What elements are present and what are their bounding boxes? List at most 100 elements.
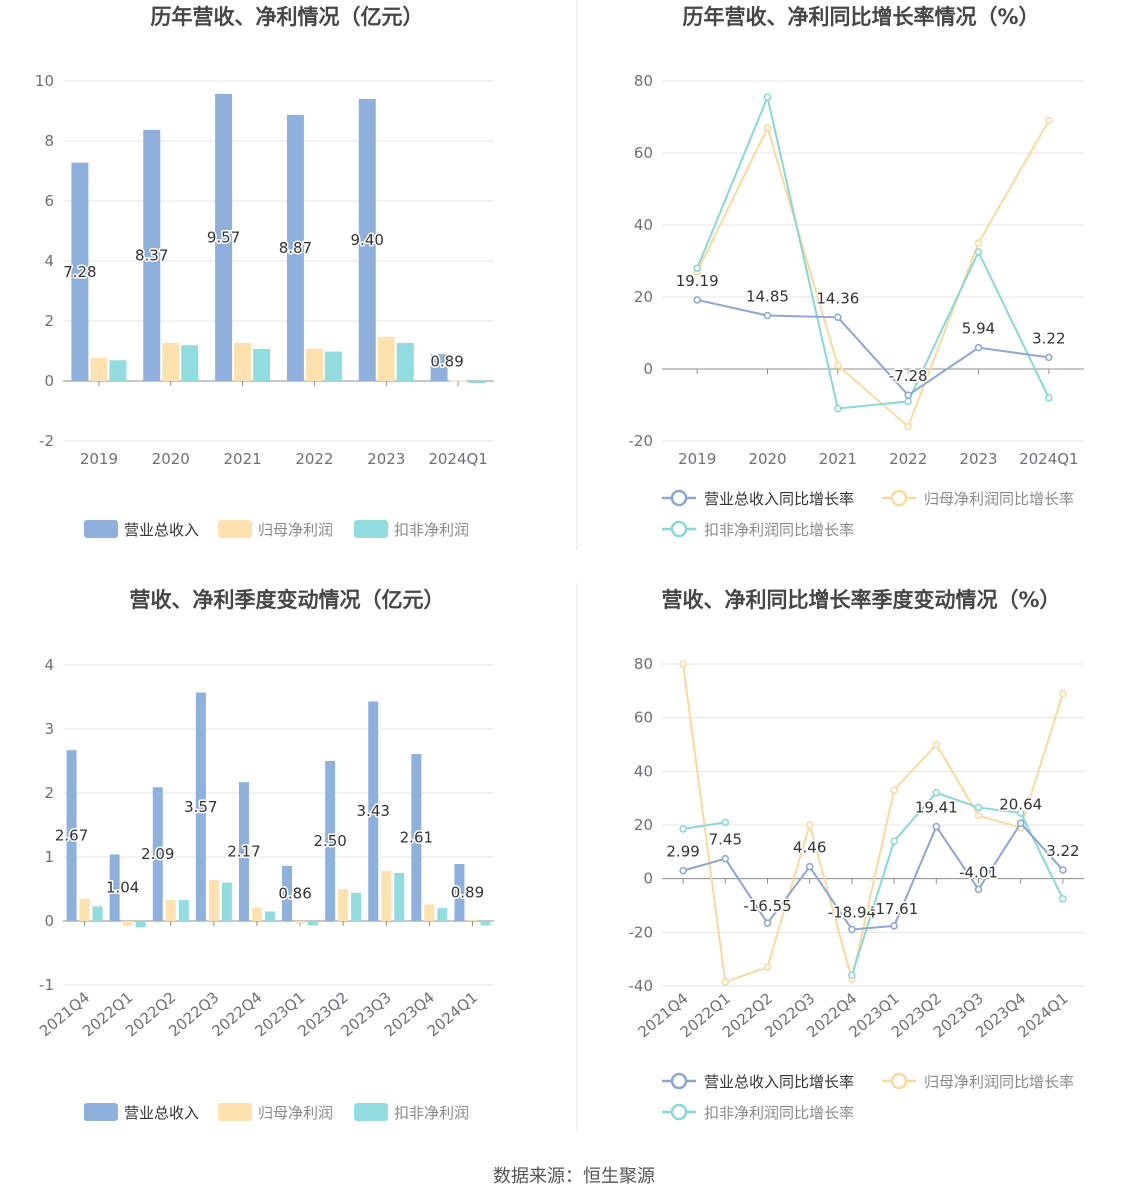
point-revenue_line xyxy=(679,866,687,875)
legend-label: 归母净利润 xyxy=(258,1104,333,1122)
line-data-label: 2.99 xyxy=(666,843,699,861)
bar-deducted_profit xyxy=(437,908,448,921)
point-deducted_line xyxy=(848,971,856,980)
y-tick-label: 2 xyxy=(44,784,54,802)
bar-net_profit xyxy=(424,904,435,921)
legend-marker-revenue_line xyxy=(670,1072,688,1090)
bar-deducted_profit xyxy=(308,921,319,926)
bar-data-label: 0.86 xyxy=(278,884,311,902)
legend-label: 归母净利润同比增长率 xyxy=(924,490,1074,508)
panel-quarterly-growth-rate: 营收、净利同比增长率季度变动情况（%） -40 -20 0 20 40 60 80 2021Q4… xyxy=(574,583,1148,1163)
legend-marker-revenue_line xyxy=(670,489,688,507)
series-line-deducted_line xyxy=(850,791,1064,976)
point-deducted_line xyxy=(679,825,687,833)
bar-deducted_profit xyxy=(253,348,271,381)
legend-marker-deducted_line xyxy=(670,520,688,538)
point-deducted_line xyxy=(932,789,941,797)
x-tick-label: 2021 xyxy=(819,450,857,468)
x-tick-label: 2022 xyxy=(889,450,927,468)
y-tick-label: 10 xyxy=(35,72,54,90)
legend-label: 营业总收入同比增长率 xyxy=(704,490,854,508)
chart-title: 历年营收、净利情况（亿元） xyxy=(151,5,424,29)
bar-net_profit xyxy=(162,342,180,381)
point-deducted_line xyxy=(974,248,983,256)
x-tick-label: 2019 xyxy=(80,450,118,468)
point-net_line xyxy=(805,821,814,829)
y-tick-label: 2 xyxy=(44,312,54,330)
bar-revenue xyxy=(238,782,249,921)
y-tick-label: -20 xyxy=(629,432,654,450)
legend-marker-deducted_line xyxy=(670,1103,688,1121)
bar-revenue xyxy=(286,114,304,382)
point-deducted_line xyxy=(904,397,912,406)
series-line-revenue_line xyxy=(682,821,1064,931)
point-net_line xyxy=(974,811,983,820)
panel-annual-growth-rate: 历年营收、净利同比增长率情况（%） -20 0 20 40 60 80 2019 2020 202… xyxy=(574,0,1148,580)
point-revenue_line xyxy=(1059,866,1067,874)
bar-revenue xyxy=(282,865,293,921)
line-data-label: -16.55 xyxy=(743,897,791,915)
x-tick-label: 2024Q1 xyxy=(428,450,488,468)
chart-title: 营收、净利同比增长率季度变动情况（%） xyxy=(661,588,1060,612)
bar-data-label: 2.50 xyxy=(313,832,346,850)
point-deducted_line xyxy=(1016,809,1025,817)
line-data-label: 19.41 xyxy=(915,799,958,817)
bar-revenue xyxy=(152,787,163,921)
chart-title: 历年营收、净利同比增长率情况（%） xyxy=(682,5,1039,29)
point-net_line xyxy=(721,978,730,986)
bar-deducted_profit xyxy=(468,381,486,384)
bar-net_profit xyxy=(338,889,349,921)
bar-revenue xyxy=(143,129,161,381)
panel-quarterly-revenue-profit: 营收、净利季度变动情况（亿元） -1 0 1 2 3 4 2021Q4 2022Q1 2022Q2… xyxy=(0,583,574,1163)
bar-data-label: 8.87 xyxy=(279,239,312,257)
y-tick-label: 0 xyxy=(44,372,54,390)
line-data-label: -17.61 xyxy=(870,900,918,918)
bar-deducted_profit xyxy=(92,906,103,921)
bar-net_profit xyxy=(79,898,90,921)
point-deducted_line xyxy=(974,803,983,812)
point-net_line xyxy=(890,786,898,794)
y-tick-label: 1 xyxy=(44,848,54,866)
y-tick-label: -2 xyxy=(39,432,54,450)
point-net_line xyxy=(679,660,687,668)
point-deducted_line xyxy=(1059,895,1067,903)
bar-net_profit xyxy=(467,919,478,921)
bar-net_profit xyxy=(208,880,219,921)
bar-revenue xyxy=(411,753,422,921)
series-line-deducted_line xyxy=(696,93,1050,410)
point-net_line xyxy=(834,361,842,370)
bar-revenue xyxy=(195,692,206,921)
annual-revenue-profit-chart: 历年营收、净利情况（亿元） -2 0 2 4 6 8 10 2019 2020 2021 2022 20… xyxy=(35,5,494,539)
point-deducted_line xyxy=(1045,394,1053,402)
bar-net_profit xyxy=(305,348,323,381)
legend-label: 营业总收入 xyxy=(124,1104,199,1122)
bar-data-label: 8.37 xyxy=(135,246,168,264)
legend-swatch-revenue xyxy=(84,520,118,538)
point-revenue_line xyxy=(763,919,772,927)
point-net_line xyxy=(974,239,983,247)
bar-data-label: 3.43 xyxy=(357,802,390,820)
point-revenue_line xyxy=(834,313,842,322)
point-revenue_line xyxy=(932,822,941,831)
bar-net_profit xyxy=(449,380,467,382)
bar-data-label: 7.28 xyxy=(63,263,96,281)
point-deducted_line xyxy=(763,93,772,101)
x-tick-label: 2019 xyxy=(678,450,716,468)
point-net_line xyxy=(1059,689,1067,698)
bar-deducted_profit xyxy=(324,351,342,381)
bar-net_profit xyxy=(90,357,108,381)
y-tick-label: 40 xyxy=(634,762,653,780)
bar-net_profit xyxy=(122,921,133,926)
y-tick-label: 80 xyxy=(634,655,653,673)
x-tick-label: 2021 xyxy=(223,450,261,468)
legend-swatch-net_profit xyxy=(218,1103,252,1121)
panel-annual-revenue-profit: 历年营收、净利情况（亿元） -2 0 2 4 6 8 10 2019 2020 2021 2022 20… xyxy=(0,0,574,580)
bar-deducted_profit xyxy=(480,921,491,926)
point-revenue_line xyxy=(974,885,983,894)
bar-data-label: 1.04 xyxy=(106,879,139,897)
point-revenue_line xyxy=(904,391,912,399)
line-data-label: 3.22 xyxy=(1046,842,1079,860)
point-net_line xyxy=(904,422,912,431)
bar-net_profit xyxy=(165,899,176,921)
bar-deducted_profit xyxy=(396,342,414,381)
